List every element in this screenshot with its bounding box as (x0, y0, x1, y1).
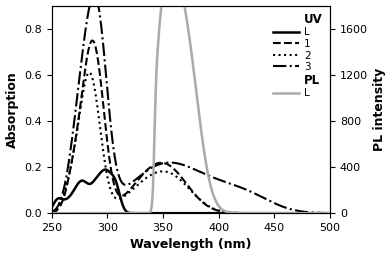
X-axis label: Wavelength (nm): Wavelength (nm) (130, 238, 252, 251)
Y-axis label: Absorption: Absorption (5, 71, 18, 148)
Y-axis label: PL intensity: PL intensity (374, 68, 387, 151)
Legend: UV, L, 1, 2, 3, PL, L: UV, L, 1, 2, 3, PL, L (270, 11, 325, 100)
